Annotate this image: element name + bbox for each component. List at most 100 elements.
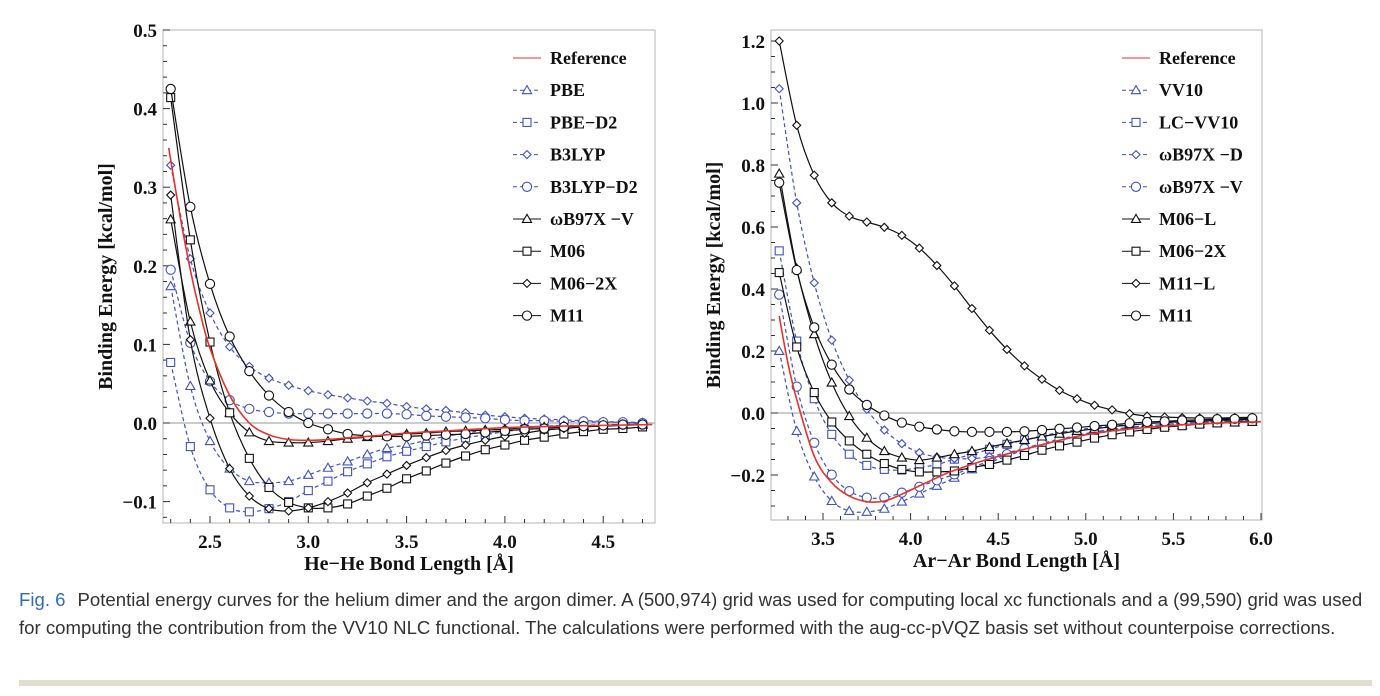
- data-point: [283, 436, 295, 447]
- y-tick-label: 0.2: [741, 342, 765, 363]
- data-point: [843, 505, 855, 515]
- legend-item: ωB97X −V: [1122, 177, 1243, 197]
- legend-marker: [1131, 149, 1141, 160]
- data-point: [826, 335, 837, 345]
- data-point: [1089, 420, 1100, 432]
- data-point: [263, 435, 275, 446]
- data-point: [303, 486, 313, 496]
- caption-text: Potential energy curves for the helium d…: [19, 589, 1363, 638]
- data-point: [283, 380, 294, 391]
- data-point: [773, 167, 785, 178]
- x-axis-label: Ar−Ar Bond Length [Å]: [913, 549, 1120, 572]
- data-point: [791, 198, 802, 208]
- data-point: [844, 384, 855, 395]
- legend-item: M11−L: [1122, 273, 1215, 293]
- legend-item: M06−2X: [1122, 241, 1226, 261]
- series-3: [165, 160, 648, 427]
- data-point: [809, 278, 820, 288]
- data-point: [440, 411, 452, 422]
- data-point: [1037, 445, 1047, 455]
- data-point: [949, 281, 960, 291]
- y-tick-label: −0.2: [730, 466, 765, 487]
- data-point: [322, 462, 334, 472]
- y-tick-label: 0.5: [133, 21, 157, 42]
- legend-label: PBE−D2: [550, 112, 617, 132]
- x-tick-label: 3.5: [811, 529, 835, 550]
- y-axis-label: Binding Energy [kcal/mol]: [703, 162, 725, 389]
- data-point: [1141, 416, 1153, 428]
- y-tick-label: 0.4: [133, 100, 157, 121]
- data-point: [966, 445, 978, 456]
- data-point: [283, 406, 294, 418]
- legend-item: PBE: [513, 80, 585, 100]
- x-tick-label: 4.0: [899, 529, 923, 550]
- data-point: [878, 503, 890, 513]
- data-point: [184, 380, 196, 391]
- data-point: [165, 83, 176, 95]
- data-point: [878, 445, 890, 456]
- data-point: [361, 448, 373, 459]
- plot-frame: [770, 29, 1263, 521]
- data-point: [244, 507, 254, 517]
- data-point: [984, 459, 994, 470]
- legend-marker: [522, 149, 532, 160]
- data-point: [827, 417, 837, 427]
- legend-marker: [1131, 117, 1141, 127]
- data-point: [480, 445, 490, 455]
- x-tick-label: 2.5: [198, 532, 222, 553]
- data-point: [461, 451, 471, 461]
- legend: Reference PBE PBE−D2 B3LYP B3LYP−D2 ωB97X −V M…: [513, 48, 638, 326]
- legend-item: M11: [1122, 306, 1193, 326]
- data-point: [1071, 422, 1083, 433]
- data-point: [362, 396, 373, 406]
- data-point: [791, 264, 802, 276]
- data-point: [1018, 434, 1031, 444]
- x-tick-label: 4.0: [493, 532, 517, 553]
- legend-item: M11: [513, 306, 584, 326]
- data-point: [914, 421, 925, 432]
- data-point: [224, 463, 235, 474]
- data-point: [322, 408, 334, 419]
- data-point: [284, 497, 294, 507]
- data-point: [1037, 374, 1047, 384]
- figure: 2.5 3.0 3.5 4.0 4.5 0.5 0.4 0.3 0.2 0.1 0.0 −0.1 He−…: [95, 21, 1273, 575]
- y-tick-label: −0.1: [122, 493, 157, 514]
- data-point: [166, 93, 176, 103]
- data-point: [897, 230, 907, 241]
- legend-marker: [522, 246, 532, 256]
- legend-label: ωB97X −V: [550, 209, 634, 229]
- data-point: [519, 424, 530, 435]
- x-tick-label: 3.5: [395, 532, 419, 553]
- data-point: [165, 213, 177, 224]
- x-axis-label: He−He Bond Length [Å]: [304, 552, 514, 575]
- data-point: [302, 469, 314, 479]
- data-point: [303, 385, 314, 396]
- y-tick-label: 1.0: [741, 94, 765, 115]
- data-point: [897, 464, 907, 474]
- series-line: [170, 88, 643, 438]
- data-point: [165, 190, 176, 200]
- data-point: [303, 503, 314, 513]
- y-tick-label: 0.4: [741, 280, 765, 301]
- data-point: [1247, 413, 1258, 424]
- series-line: [778, 315, 1262, 503]
- data-point: [302, 436, 314, 447]
- legend-label: M06−L: [1159, 209, 1216, 229]
- data-point: [342, 408, 353, 419]
- y-tick-label: 0.8: [741, 156, 765, 177]
- data-point: [421, 430, 432, 441]
- data-point: [165, 280, 177, 291]
- data-point: [896, 417, 907, 428]
- data-point: [844, 449, 854, 459]
- data-point: [774, 246, 784, 256]
- data-point: [1054, 423, 1065, 434]
- legend-item: M06−2X: [513, 273, 617, 293]
- data-point: [460, 428, 471, 440]
- legend-item: ωB97X −V: [513, 209, 634, 229]
- data-point: [460, 440, 471, 450]
- data-point: [896, 495, 908, 506]
- data-point: [897, 438, 907, 449]
- data-point: [244, 365, 255, 377]
- data-point: [381, 408, 393, 419]
- data-point: [224, 331, 235, 342]
